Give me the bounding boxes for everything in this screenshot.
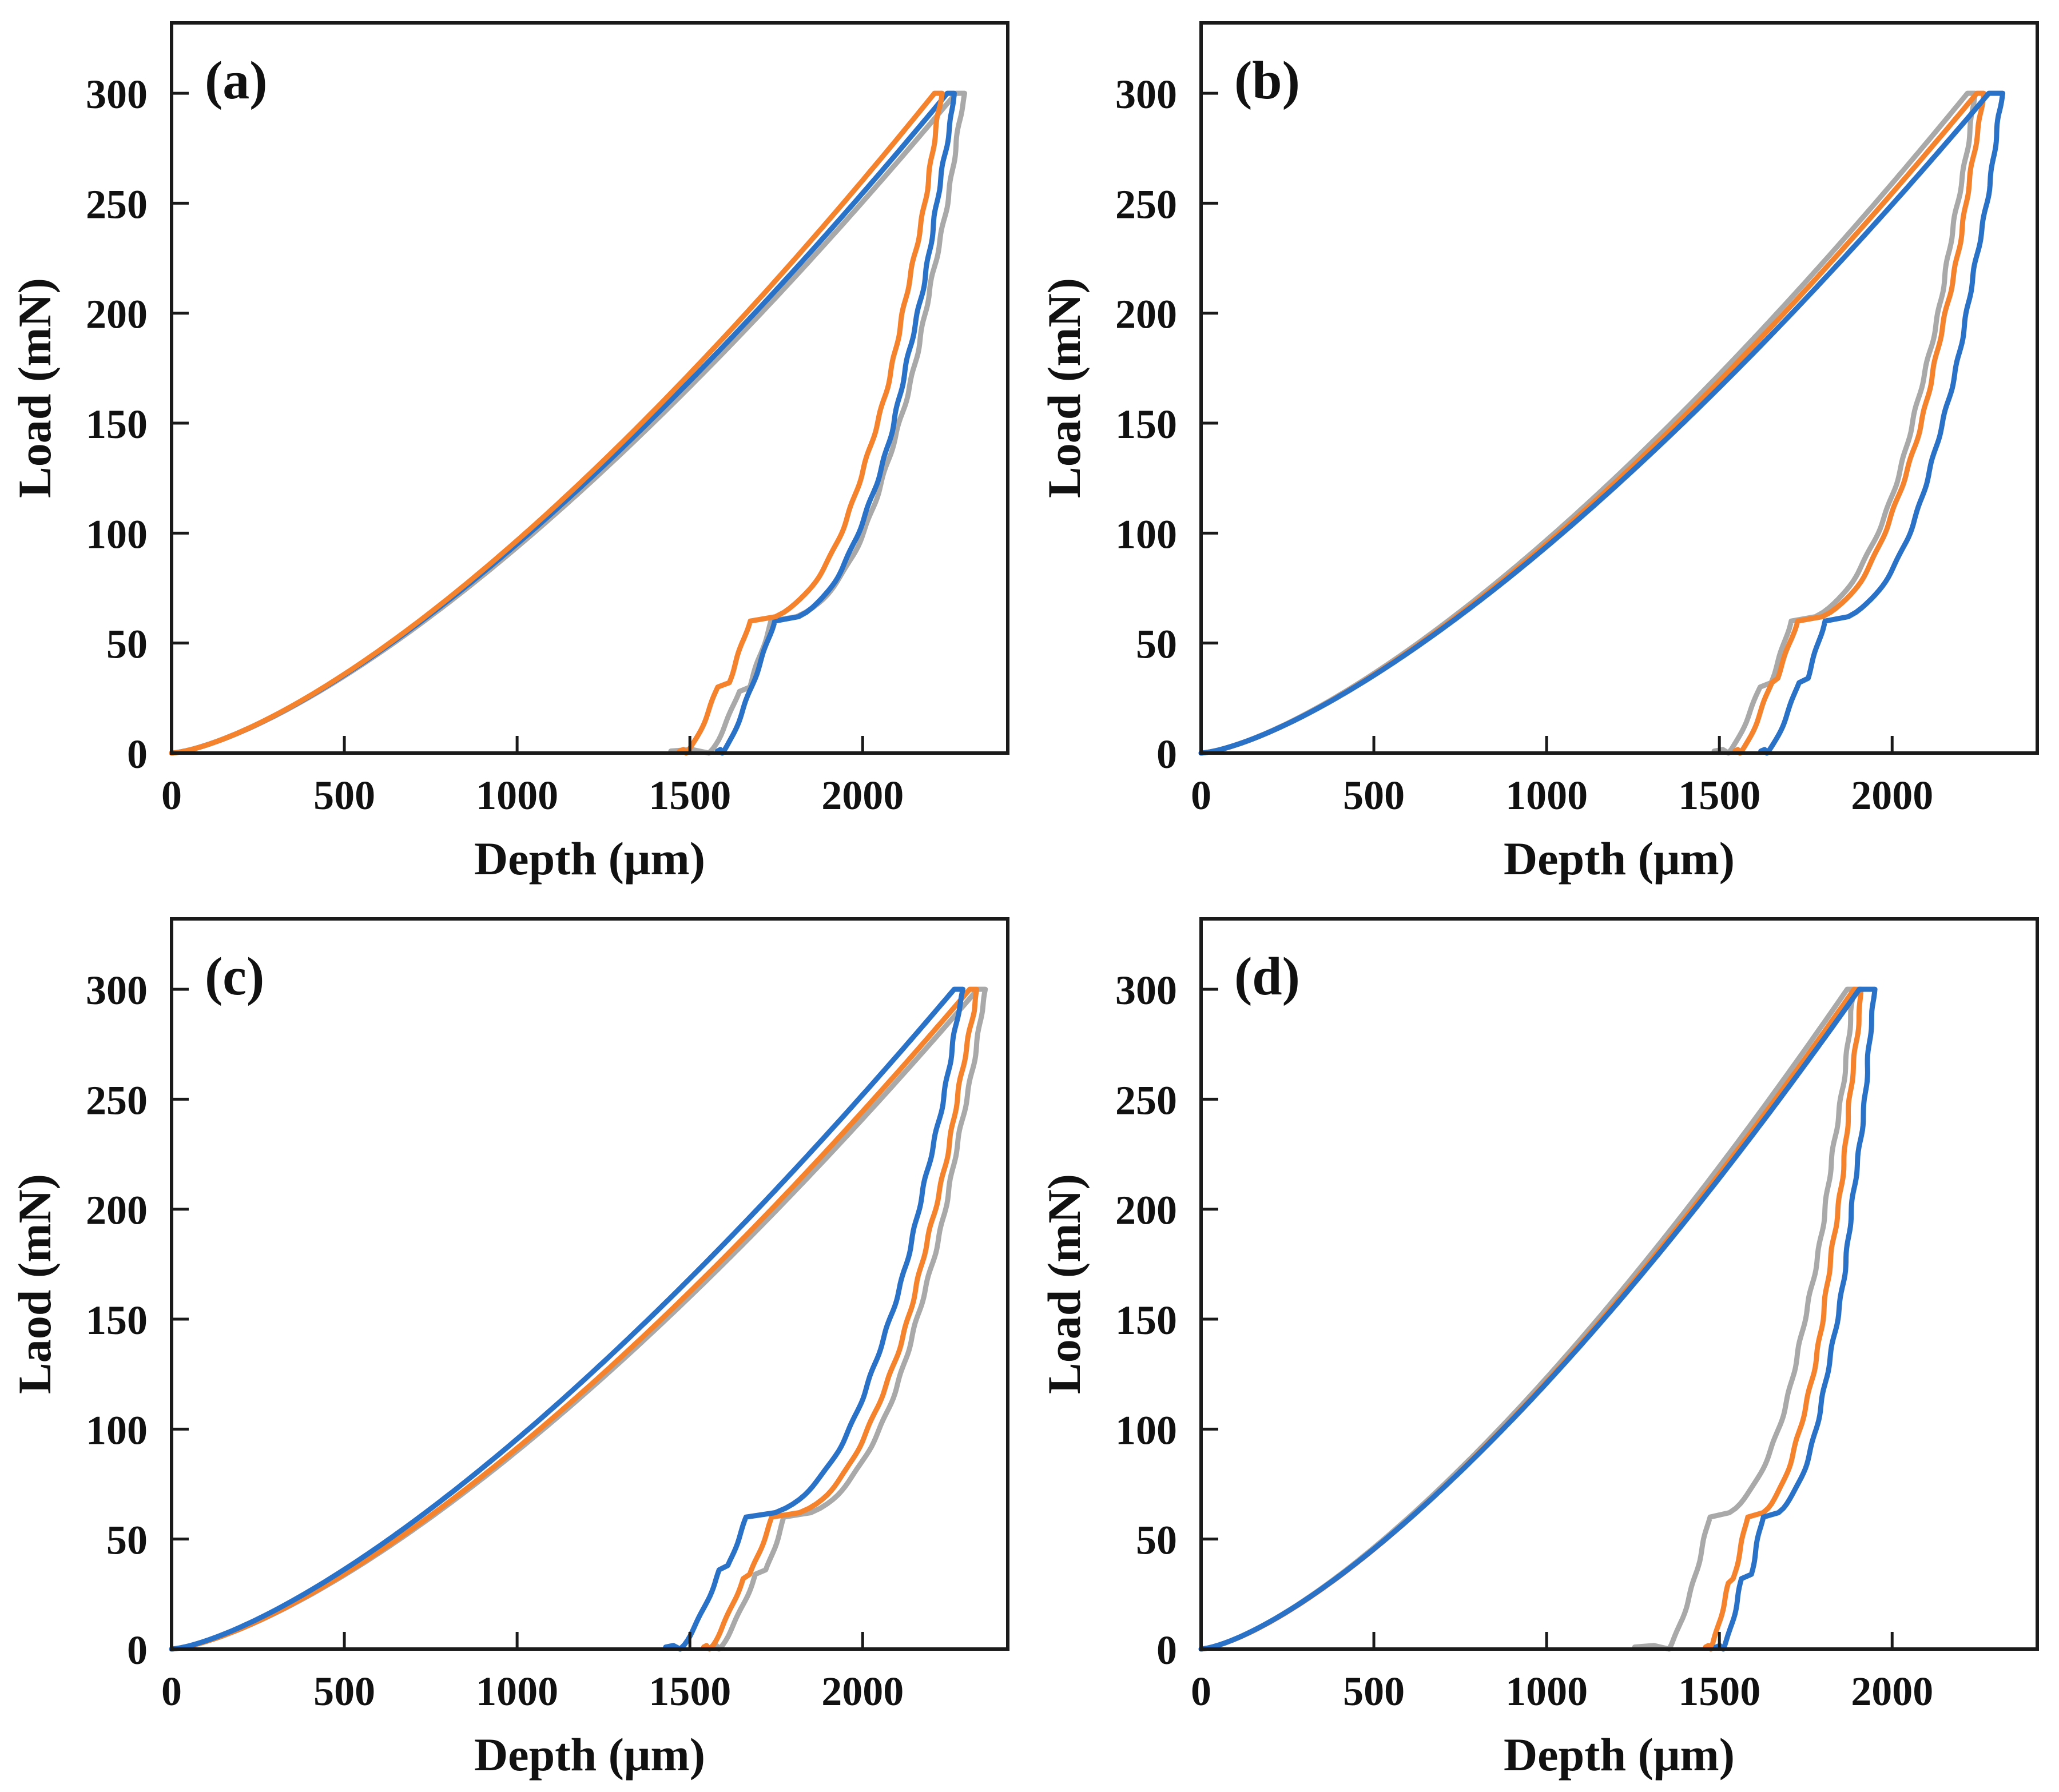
panel-letter: (d) [1234, 947, 1300, 1006]
x-axis-title: Depth (μm) [1504, 833, 1735, 885]
curve-blue-run [1198, 90, 2006, 756]
x-tick-label: 0 [161, 772, 182, 818]
x-tick-label: 1000 [1505, 1668, 1588, 1714]
x-tick-label: 1500 [1678, 772, 1760, 818]
curve-blue-run [1198, 986, 1878, 1652]
x-axis-title: Depth (μm) [1504, 1729, 1735, 1781]
panel-letter: (b) [1234, 51, 1300, 110]
y-tick-label: 150 [86, 1297, 148, 1343]
x-tick-label: 2000 [1851, 772, 1933, 818]
y-tick-label: 100 [86, 511, 148, 557]
y-tick-label: 300 [86, 967, 148, 1013]
y-tick-label: 100 [1115, 511, 1177, 557]
x-axis-title: Depth (μm) [474, 1729, 705, 1781]
x-tick-label: 500 [1343, 772, 1405, 818]
y-tick-label: 150 [86, 401, 148, 447]
panel-c: 0 500 1000 1500 2000 0 50 100 150 200 250 300 Depth … [0, 896, 1030, 1792]
y-tick-label: 0 [127, 1627, 148, 1673]
x-tick-label: 1500 [649, 772, 731, 818]
y-tick-label: 200 [86, 292, 148, 337]
y-tick-label: 200 [1115, 1188, 1177, 1233]
x-tick-label: 1000 [476, 772, 558, 818]
panel-d: 0 500 1000 1500 2000 0 50 100 150 200 250 300 Depth … [1030, 896, 2059, 1792]
x-tick-label: 2000 [821, 1668, 904, 1714]
x-tick-label: 1500 [649, 1668, 731, 1714]
y-tick-label: 150 [1115, 1297, 1177, 1343]
x-tick-label: 500 [313, 772, 375, 818]
y-tick-label: 150 [1115, 401, 1177, 447]
y-tick-label: 200 [1115, 292, 1177, 337]
x-tick-label: 0 [1191, 1668, 1211, 1714]
x-tick-label: 0 [161, 1668, 182, 1714]
panel-letter: (a) [205, 51, 268, 110]
y-tick-label: 50 [1136, 622, 1177, 667]
y-tick-label: 100 [1115, 1407, 1177, 1453]
x-tick-label: 2000 [1851, 1668, 1933, 1714]
plot-frame [170, 917, 1009, 1651]
y-tick-label: 0 [1156, 1627, 1177, 1673]
curve-gray-run [169, 986, 988, 1652]
x-tick-label: 1500 [1678, 1668, 1760, 1714]
curve-orange-run [1198, 986, 1864, 1652]
curve-orange-run [1198, 90, 1986, 756]
curve-orange-run [169, 90, 945, 756]
x-tick-label: 2000 [821, 772, 904, 818]
y-tick-label: 250 [86, 1077, 148, 1123]
x-axis-title: Depth (μm) [474, 833, 705, 885]
plot-frame [1199, 917, 2039, 1651]
panel-a: 0 500 1000 1500 2000 0 50 100 150 200 250 300 Depth … [0, 0, 1030, 896]
x-tick-label: 500 [313, 1668, 375, 1714]
y-tick-label: 100 [86, 1407, 148, 1453]
y-tick-label: 50 [106, 622, 148, 667]
y-tick-label: 250 [1115, 1077, 1177, 1123]
curve-gray-run [1198, 90, 1978, 756]
y-tick-label: 300 [1115, 967, 1177, 1013]
y-tick-label: 200 [86, 1188, 148, 1233]
panel-b: 0 500 1000 1500 2000 0 50 100 150 200 250 300 Depth … [1030, 0, 2059, 896]
panel-c-chart: 0 500 1000 1500 2000 0 50 100 150 200 250 300 Depth … [9, 917, 1009, 1781]
y-tick-label: 50 [106, 1518, 148, 1563]
curve-orange-run [169, 986, 980, 1652]
plot-frame [170, 21, 1009, 755]
x-tick-label: 1000 [1505, 772, 1588, 818]
panel-letter: (c) [205, 947, 264, 1006]
y-tick-label: 300 [1115, 71, 1177, 117]
y-axis-title: Load (mN) [9, 278, 61, 498]
y-tick-label: 0 [1156, 731, 1177, 777]
x-tick-label: 500 [1343, 1668, 1405, 1714]
x-tick-label: 0 [1191, 772, 1211, 818]
y-tick-label: 300 [86, 71, 148, 117]
curve-blue-run [169, 986, 965, 1652]
y-axis-title: Load (mN) [1038, 278, 1090, 498]
plot-frame [1199, 21, 2039, 755]
y-axis-title: Laod (mN) [9, 1174, 61, 1394]
panel-b-chart: 0 500 1000 1500 2000 0 50 100 150 200 250 300 Depth … [1038, 21, 2039, 885]
y-tick-label: 250 [1115, 181, 1177, 227]
y-axis-title: Load (mN) [1038, 1174, 1090, 1394]
panel-a-chart: 0 500 1000 1500 2000 0 50 100 150 200 250 300 Depth … [9, 21, 1009, 885]
y-tick-label: 250 [86, 181, 148, 227]
y-tick-label: 50 [1136, 1518, 1177, 1563]
x-tick-label: 1000 [476, 1668, 558, 1714]
curve-blue-run [169, 90, 957, 756]
y-tick-label: 0 [127, 731, 148, 777]
curve-gray-run [169, 90, 967, 756]
panel-d-chart: 0 500 1000 1500 2000 0 50 100 150 200 250 300 Depth … [1038, 917, 2039, 1781]
